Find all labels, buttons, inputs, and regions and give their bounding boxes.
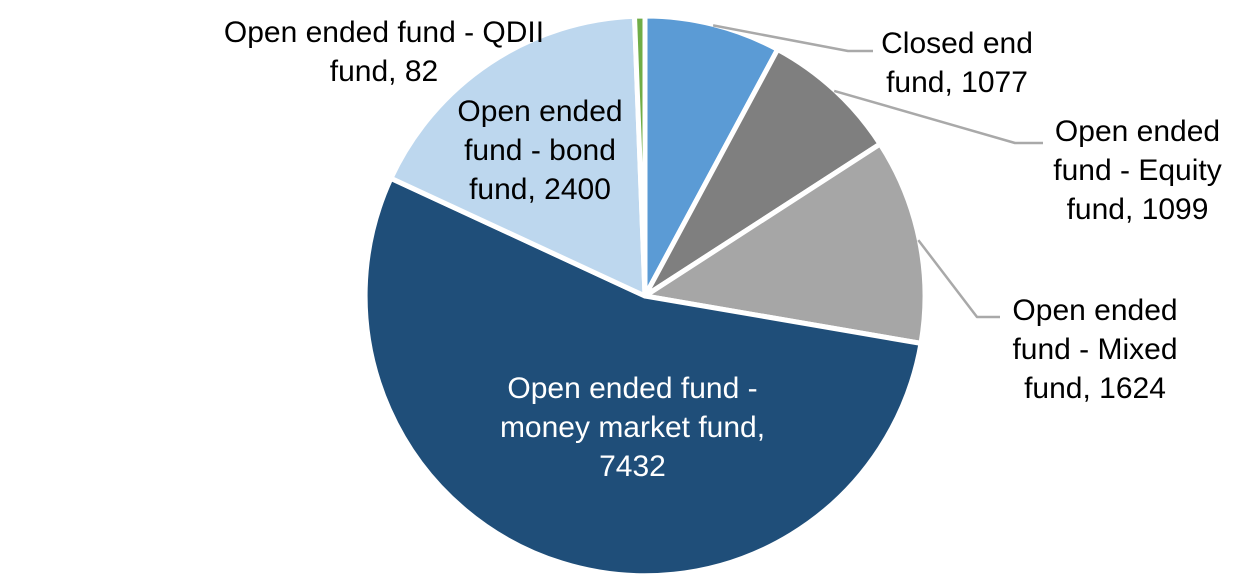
data-label-money-market-fund: Open ended fund - money market fund, 743… [475, 369, 790, 486]
data-label-line: Open ended [1012, 294, 1178, 327]
data-label-qdii-fund: Open ended fund - QDII fund, 82 [214, 13, 554, 91]
data-label-line: fund, 82 [329, 55, 439, 88]
data-label-line: 7432 [599, 450, 666, 483]
pie-slice-money[interactable] [362, 175, 924, 579]
data-label-line: Open ended fund - [507, 372, 758, 405]
data-label-line: money market fund, [499, 411, 766, 444]
data-label-line: fund, 1077 [886, 66, 1028, 99]
data-label-line: Closed end [881, 27, 1033, 60]
data-label-line: fund, 1624 [1024, 372, 1166, 405]
data-label-line: Open ended [457, 95, 623, 128]
data-label-line: Open ended fund - QDII [223, 16, 545, 49]
pie-slice-qdii[interactable] [632, 13, 648, 299]
data-label-equity-fund: Open ended fund - Equity fund, 1099 [1035, 112, 1240, 229]
data-label-line: fund - Equity [1053, 154, 1222, 187]
data-label-bond-fund: Open ended fund - bond fund, 2400 [445, 92, 635, 209]
data-label-closed-end-fund: Closed end fund, 1077 [867, 24, 1047, 102]
leader-line-equity [833, 89, 1043, 145]
leader-line-mixed [917, 239, 1000, 319]
data-label-line: fund, 1099 [1066, 193, 1209, 226]
data-label-line: Open ended [1054, 115, 1221, 148]
leader-line-closed [712, 24, 873, 53]
data-label-line: fund, 2400 [469, 173, 611, 206]
data-label-mixed-fund: Open ended fund - Mixed fund, 1624 [995, 291, 1195, 408]
data-label-line: fund - bond [464, 134, 616, 167]
pie-slice-bond[interactable] [388, 13, 648, 299]
data-label-line: fund - Mixed [1012, 333, 1178, 366]
